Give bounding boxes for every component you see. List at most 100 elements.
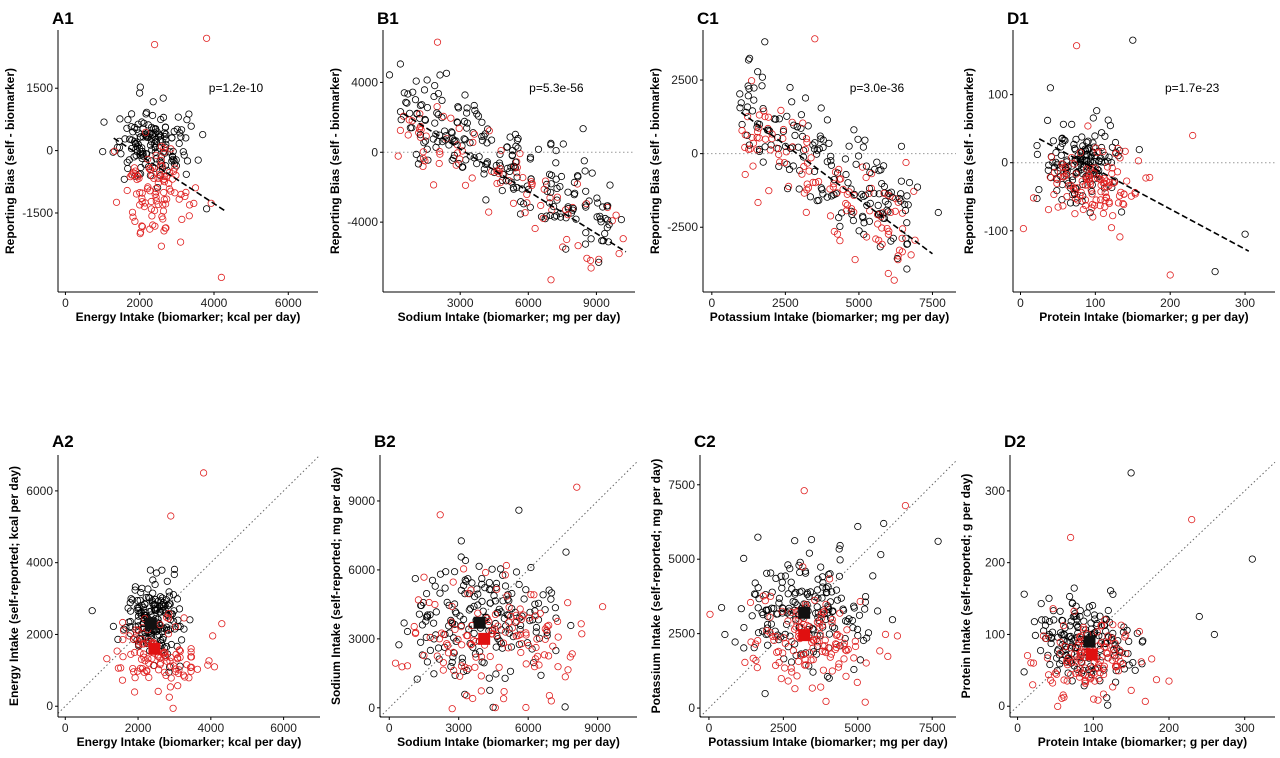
data-point-black — [152, 155, 160, 163]
data-point-black — [109, 622, 118, 631]
data-point-black — [503, 611, 512, 619]
regression-fit-line — [740, 111, 933, 255]
data-point-red — [1081, 196, 1090, 204]
data-point-black — [426, 646, 434, 655]
data-point-black — [480, 659, 488, 667]
data-point-red — [830, 227, 838, 236]
data-point-black — [481, 584, 489, 592]
data-point-black — [1112, 678, 1120, 686]
data-point-red — [531, 224, 539, 233]
x-axis-title: Protein Intake (biomarker; g per day) — [1039, 310, 1248, 324]
data-point-black — [484, 125, 492, 133]
data-point-black — [815, 145, 823, 153]
data-point-black — [552, 147, 560, 155]
data-point-black — [496, 565, 505, 573]
data-point-black — [464, 575, 472, 583]
data-point-black — [441, 136, 449, 144]
data-point-black — [866, 199, 874, 207]
data-point-red — [751, 640, 760, 648]
data-point-red — [851, 637, 859, 645]
data-point-red — [493, 179, 501, 188]
data-point-red — [1063, 658, 1071, 667]
data-point-red — [209, 632, 217, 640]
data-point-red — [477, 653, 486, 661]
x-tick-label: 7500 — [919, 721, 946, 735]
data-point-red — [554, 663, 562, 671]
data-point-black — [513, 173, 521, 181]
data-point-black — [1123, 626, 1131, 634]
p-value-annotation: p=1.7e-23 — [1165, 81, 1220, 95]
data-point-red — [1099, 179, 1107, 187]
data-point-red — [788, 608, 796, 616]
data-point-red — [764, 113, 773, 121]
data-point-black — [438, 96, 446, 105]
data-point-black — [478, 137, 486, 145]
data-point-black — [823, 672, 832, 681]
data-point-red — [741, 170, 749, 179]
data-point-black — [740, 644, 748, 652]
data-point-black — [850, 126, 858, 134]
data-point-black — [1104, 606, 1112, 615]
x-axis-title: Sodium Intake (biomarker; mg per day) — [397, 735, 620, 749]
data-point-black — [412, 77, 420, 85]
data-point-red — [203, 34, 211, 42]
data-point-black — [434, 138, 442, 146]
data-point-black — [1040, 627, 1048, 635]
data-point-black — [163, 577, 171, 585]
data-point-red — [167, 662, 175, 670]
panel-label: B2 — [374, 432, 396, 451]
data-point-black — [430, 92, 438, 101]
y-axis-title: Potassium Intake (self-reported; mg per … — [649, 459, 663, 714]
data-point-black — [789, 162, 797, 170]
data-point-black — [431, 119, 439, 127]
data-point-black — [1045, 594, 1053, 602]
data-point-red — [549, 642, 557, 650]
data-point-red — [1122, 631, 1130, 639]
data-point-black — [1131, 666, 1139, 674]
data-point-black — [473, 160, 481, 168]
data-point-black — [1045, 632, 1053, 640]
data-point-red — [398, 663, 406, 671]
data-point-black — [829, 607, 837, 615]
data-point-black — [445, 141, 453, 149]
data-point-red — [749, 162, 757, 170]
data-point-red — [185, 674, 193, 682]
x-tick-label: 5000 — [844, 721, 871, 735]
data-point-black — [436, 71, 444, 79]
data-point-black — [514, 134, 522, 143]
data-point-red — [561, 673, 569, 681]
data-point-black — [168, 153, 177, 161]
data-point-red — [856, 597, 864, 606]
data-point-black — [547, 139, 555, 147]
data-point-black — [443, 598, 451, 607]
data-point-red — [763, 627, 771, 635]
data-point-red — [574, 242, 582, 250]
data-point-black — [847, 207, 855, 215]
data-point-black — [423, 104, 431, 112]
y-tick-label: 2500 — [668, 627, 695, 641]
data-point-red — [1077, 648, 1085, 656]
data-point-red — [200, 469, 208, 477]
x-tick-label: 100 — [1085, 296, 1105, 310]
data-point-red — [789, 647, 798, 655]
scatter-points — [391, 483, 607, 713]
data-point-black — [451, 608, 459, 616]
data-point-red — [458, 147, 466, 155]
data-point-red — [414, 596, 422, 604]
data-point-red — [138, 198, 146, 206]
data-point-black — [475, 153, 483, 161]
data-point-black — [934, 208, 942, 217]
data-point-black — [1046, 660, 1054, 669]
data-point-red — [151, 40, 159, 49]
data-point-red — [547, 276, 555, 284]
data-point-black — [134, 612, 143, 620]
data-point-black — [549, 203, 558, 211]
data-point-red — [553, 617, 562, 626]
data-point-black — [579, 125, 587, 133]
data-point-black — [436, 589, 444, 597]
data-point-black — [174, 113, 182, 121]
scatter-points — [736, 35, 942, 284]
data-point-red — [1098, 622, 1106, 630]
